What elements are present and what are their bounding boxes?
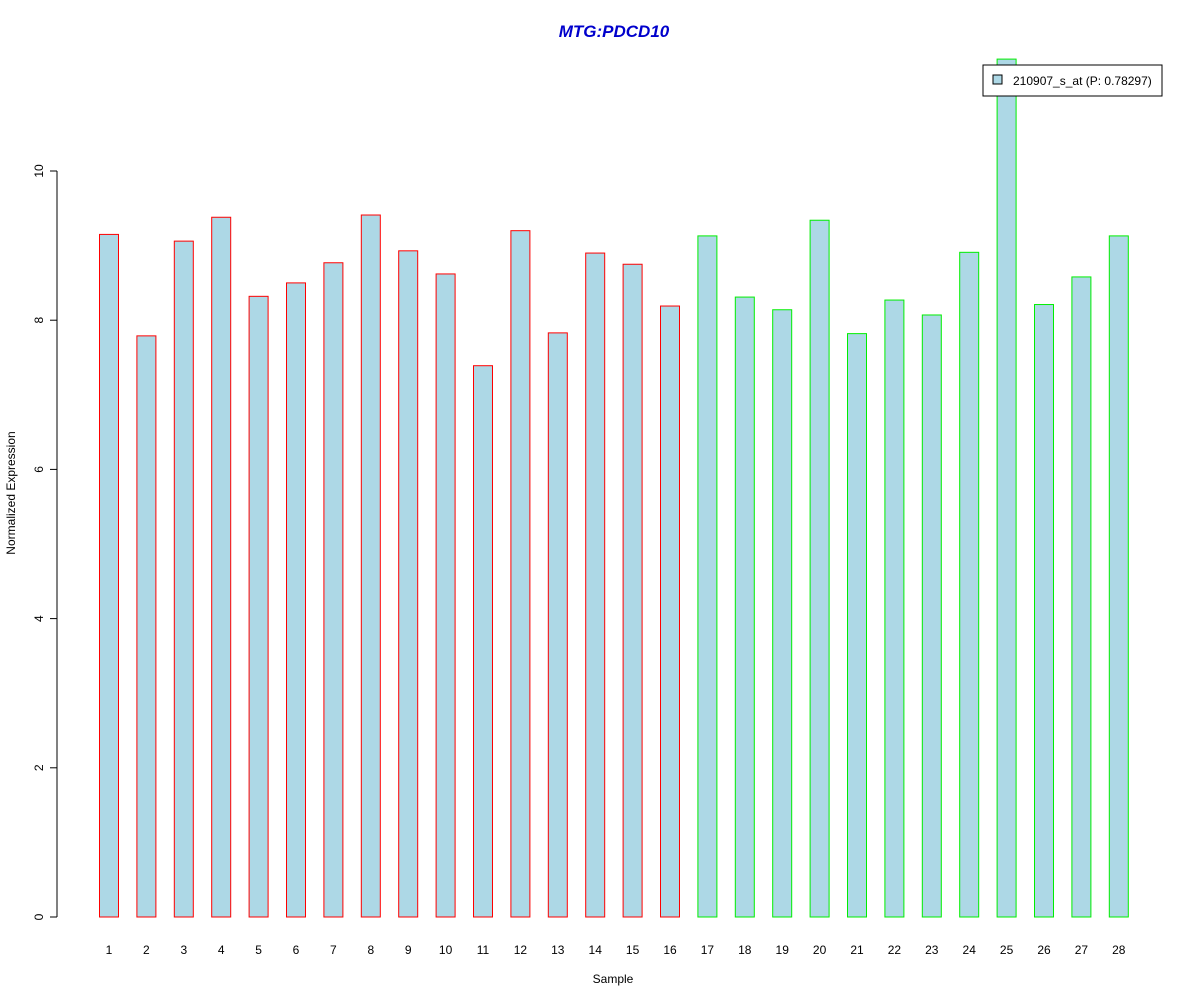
x-tick-label: 18 xyxy=(738,943,752,957)
bar-sample-11 xyxy=(473,365,493,918)
bar-sample-24 xyxy=(959,251,980,918)
x-axis-label: Sample xyxy=(593,972,634,986)
x-tick-label: 11 xyxy=(477,943,490,957)
bar-sample-21 xyxy=(847,333,867,918)
legend-label: 210907_s_at (P: 0.78297) xyxy=(1013,74,1152,88)
x-tick-label: 26 xyxy=(1037,943,1051,957)
legend-swatch xyxy=(992,74,1003,85)
x-tick-labels: 1 2 3 4 5 6 7 8 9 10 11 12 13 14 15 16 17 18 19 20 21 22 23 24 2… xyxy=(106,943,1126,957)
y-tick-label: 4 xyxy=(32,615,46,622)
x-tick-label: 23 xyxy=(925,943,939,957)
bar-sample-5 xyxy=(248,295,269,918)
x-tick-label: 9 xyxy=(405,943,412,957)
x-tick-label: 12 xyxy=(514,943,528,957)
bar-sample-2 xyxy=(136,335,157,918)
bar-sample-3 xyxy=(173,240,194,918)
x-tick-label: 15 xyxy=(626,943,640,957)
bar-sample-25 xyxy=(996,58,1017,918)
bar-sample-26 xyxy=(1034,304,1054,918)
y-tick-label: 6 xyxy=(32,466,46,473)
x-tick-label: 2 xyxy=(143,943,150,957)
bar-sample-13 xyxy=(547,332,568,918)
legend: 210907_s_at (P: 0.78297) xyxy=(982,64,1163,97)
x-tick-label: 10 xyxy=(439,943,453,957)
bar-sample-12 xyxy=(510,230,531,918)
x-tick-label: 7 xyxy=(330,943,337,957)
bar-sample-10 xyxy=(435,273,456,918)
x-tick-label: 25 xyxy=(1000,943,1014,957)
bar-sample-4 xyxy=(211,216,232,918)
bar-sample-20 xyxy=(809,219,830,918)
bar-sample-1 xyxy=(99,233,119,918)
bar-sample-14 xyxy=(585,252,606,918)
y-axis-label: Normalized Expression xyxy=(4,431,18,554)
y-tick-label: 8 xyxy=(32,317,46,324)
y-tick-label: 10 xyxy=(32,164,46,178)
x-tick-label: 5 xyxy=(255,943,262,957)
x-tick-label: 13 xyxy=(551,943,565,957)
bar-sample-19 xyxy=(772,309,793,918)
x-tick-label: 14 xyxy=(589,943,603,957)
chart-title: MTG:PDCD10 xyxy=(559,22,670,41)
bar-sample-9 xyxy=(398,250,419,918)
bar-sample-7 xyxy=(323,262,344,918)
bar-sample-6 xyxy=(286,282,306,918)
x-tick-label: 8 xyxy=(367,943,374,957)
x-tick-label: 6 xyxy=(293,943,300,957)
y-tick-label: 2 xyxy=(32,764,46,771)
x-tick-label: 28 xyxy=(1112,943,1126,957)
x-tick-label: 16 xyxy=(663,943,677,957)
x-tick-label: 22 xyxy=(888,943,902,957)
x-tick-label: 24 xyxy=(963,943,977,957)
bars xyxy=(99,58,1129,918)
y-tick-label: 0 xyxy=(32,913,46,920)
x-tick-label: 27 xyxy=(1075,943,1089,957)
x-tick-label: 1 xyxy=(106,943,113,957)
bar-sample-8 xyxy=(360,214,381,918)
x-tick-label: 4 xyxy=(218,943,225,957)
x-tick-label: 3 xyxy=(180,943,187,957)
bar-sample-15 xyxy=(622,263,643,918)
bar-sample-18 xyxy=(734,296,755,918)
bar-sample-16 xyxy=(660,305,680,918)
bar-sample-22 xyxy=(884,299,905,918)
x-tick-label: 21 xyxy=(850,943,864,957)
bar-sample-23 xyxy=(921,314,942,918)
x-tick-label: 17 xyxy=(701,943,715,957)
bar-sample-17 xyxy=(697,235,718,918)
bar-sample-28 xyxy=(1108,235,1129,918)
y-axis: 0 2 4 6 8 10 xyxy=(32,164,58,920)
legend-box xyxy=(982,64,1163,97)
x-tick-label: 19 xyxy=(776,943,790,957)
bar-sample-27 xyxy=(1071,276,1092,918)
x-tick-label: 20 xyxy=(813,943,827,957)
